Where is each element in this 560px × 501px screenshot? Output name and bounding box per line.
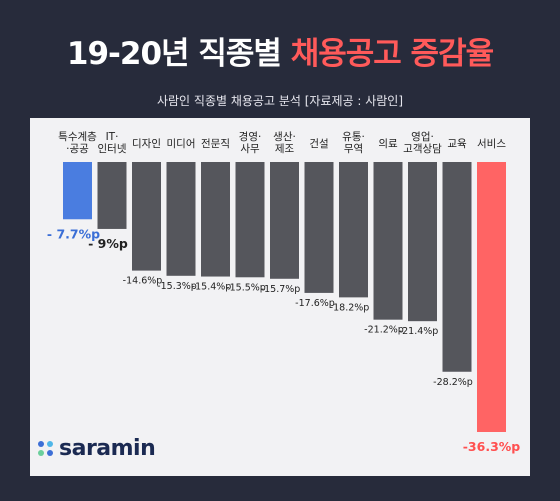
value-label: -21.2%p <box>364 325 404 336</box>
bar-chart: 특수계층·공공 - 7.7%p IT·인터넷 - 9%p 디자인 -14.6%p 미디어 -1… <box>47 130 521 454</box>
saramin-logo: saramin <box>38 436 156 461</box>
category-label: 유통· <box>342 131 365 143</box>
logo-text: saramin <box>59 436 156 461</box>
bar <box>97 162 127 229</box>
category-label: IT· <box>106 131 119 143</box>
chart-panel: 특수계층 ·공공 - 7.7%p IT· 인터넷 - 9%p 디자인 -14.6%p 미디어 -1… <box>30 118 530 476</box>
value-label: -28.2%p <box>433 377 473 388</box>
value-label: -15.5%p <box>226 282 266 293</box>
page-title: 19-20년 직종별 채용공고 증감율 <box>0 28 560 73</box>
category-label: 특수계층 <box>58 131 97 143</box>
logo-dot <box>47 441 53 447</box>
category-label: 디자인 <box>132 138 161 150</box>
logo-dot <box>38 441 44 447</box>
category-label: 영업· <box>411 130 434 143</box>
bar <box>63 162 92 220</box>
value-label: -18.2%p <box>330 302 370 313</box>
title-accent: 채용공고 증감율 <box>290 36 494 72</box>
value-label: -15.3%p <box>157 281 197 292</box>
category-label: ·공공 <box>66 143 89 155</box>
category-label: 제조 <box>275 143 295 155</box>
category-label: 미디어 <box>167 138 196 150</box>
page-subtitle: 사람인 직종별 채용공고 분석 [자료제공 : 사람인] <box>156 94 404 108</box>
value-label: -14.6%p <box>123 276 163 287</box>
value-label: -17.6%p <box>295 298 335 309</box>
title-main: 19-20년 직종별 <box>66 36 291 72</box>
category-label: 건설 <box>309 138 328 150</box>
category-label: 서비스 <box>477 138 506 150</box>
logo-dot <box>47 450 53 456</box>
bar <box>373 162 403 320</box>
value-label: -15.7%p <box>261 284 301 295</box>
category-label: 경영· <box>239 130 262 143</box>
bar <box>270 162 299 279</box>
value-label: -15.4%p <box>192 282 232 293</box>
bar <box>442 162 472 372</box>
category-label: 사무 <box>240 143 260 155</box>
bar <box>408 162 437 322</box>
category-label: 교육 <box>447 138 467 150</box>
bar <box>304 162 334 293</box>
value-label: -36.3%p <box>463 439 521 454</box>
logo-dot <box>38 450 44 456</box>
category-label: 인터넷 <box>98 143 127 155</box>
category-label: 생산· <box>273 131 296 143</box>
bar <box>235 162 265 278</box>
bar <box>339 162 368 298</box>
bar <box>166 162 196 276</box>
value-label: - 7.7%p <box>47 226 100 241</box>
bar <box>132 162 161 271</box>
bar <box>477 162 506 432</box>
category-label: 무역 <box>344 143 363 155</box>
bar <box>201 162 230 277</box>
category-label: 의료 <box>378 138 398 150</box>
value-label: - 9%p <box>88 236 128 251</box>
category-label: 고객상담 <box>403 143 442 155</box>
logo-dots-icon <box>38 441 53 456</box>
category-label: 전문직 <box>201 138 230 150</box>
value-label: -21.4%p <box>399 326 439 337</box>
